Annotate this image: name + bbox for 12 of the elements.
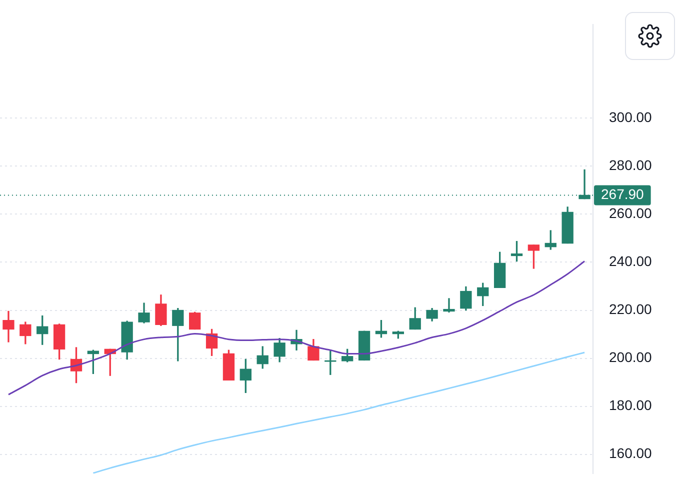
ref-line-label: 267.90 [601, 186, 644, 202]
line-series [92, 352, 586, 474]
y-tick-label: 280.00 [609, 156, 652, 173]
line-series [8, 260, 586, 396]
y-tick-label: 260.00 [609, 205, 652, 222]
y-tick-label: 200.00 [609, 349, 652, 366]
candlestick [528, 244, 540, 269]
y-tick-label: 300.00 [609, 108, 652, 125]
y-tick-label: 180.00 [609, 397, 652, 414]
y-tick-label: 220.00 [609, 301, 652, 318]
y-tick-label: 160.00 [609, 445, 652, 462]
y-tick-label: 240.00 [609, 253, 652, 270]
